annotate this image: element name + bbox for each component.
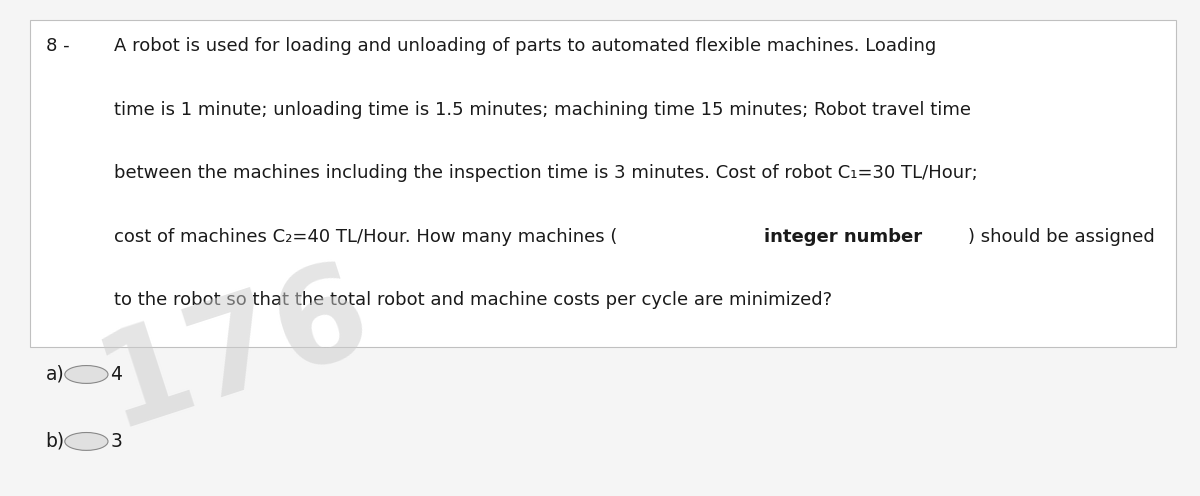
Text: 4: 4 [110, 365, 122, 384]
Text: between the machines including the inspection time is 3 minutes. Cost of robot C: between the machines including the inspe… [114, 164, 978, 182]
FancyBboxPatch shape [30, 20, 1176, 347]
Circle shape [65, 433, 108, 450]
Text: ) should be assigned: ) should be assigned [967, 228, 1154, 246]
Text: to the robot so that the total robot and machine costs per cycle are minimized?: to the robot so that the total robot and… [114, 291, 832, 309]
Text: 3: 3 [110, 432, 122, 451]
Text: integer number: integer number [763, 228, 922, 246]
Text: time is 1 minute; unloading time is 1.5 minutes; machining time 15 minutes; Robo: time is 1 minute; unloading time is 1.5 … [114, 101, 971, 119]
Text: a): a) [46, 365, 65, 384]
Text: A robot is used for loading and unloading of parts to automated flexible machine: A robot is used for loading and unloadin… [114, 37, 936, 55]
Text: 176: 176 [83, 247, 385, 453]
Circle shape [65, 366, 108, 383]
Text: cost of machines C₂=40 TL/Hour. How many machines (: cost of machines C₂=40 TL/Hour. How many… [114, 228, 617, 246]
Text: 8 -: 8 - [46, 37, 70, 55]
Text: b): b) [46, 432, 65, 451]
